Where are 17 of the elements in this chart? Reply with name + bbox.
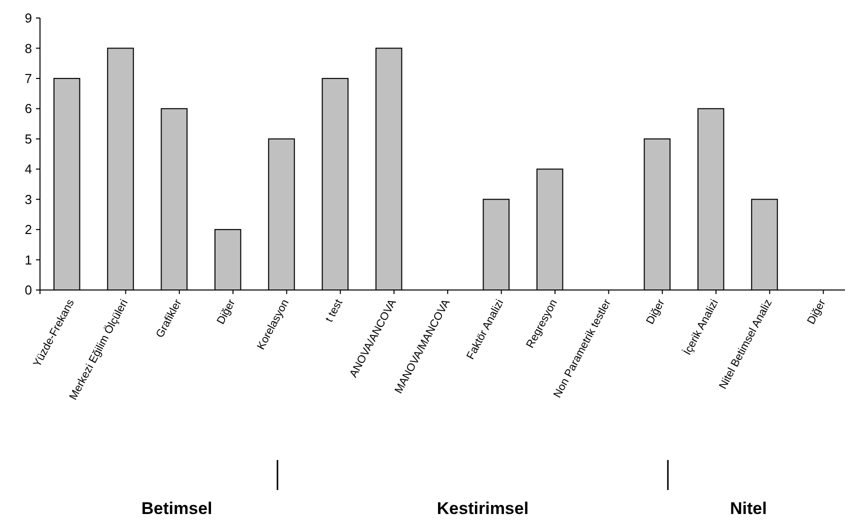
y-tick-label: 4 bbox=[24, 162, 32, 177]
x-tick-label: Diğer bbox=[214, 297, 238, 326]
text: Kestirimsel bbox=[436, 499, 529, 518]
x-tick-label: Diğer bbox=[805, 297, 828, 326]
y-tick-label: 8 bbox=[24, 40, 32, 56]
y-tick-label: 7 bbox=[24, 70, 32, 86]
y-tick-label: 5 bbox=[24, 131, 32, 146]
y-tick-label: 9 bbox=[24, 10, 32, 26]
y-tick-label: 0 bbox=[24, 282, 32, 298]
y-tick-label: 6 bbox=[24, 101, 32, 116]
y-tick-label: 2 bbox=[24, 222, 32, 238]
text: Nitel bbox=[730, 499, 767, 518]
x-tick-label: Diğer bbox=[644, 297, 668, 326]
x-tick-label: t test bbox=[323, 298, 346, 324]
text: Betimsel bbox=[141, 499, 212, 518]
y-tick-label: 1 bbox=[24, 252, 32, 268]
y-tick-label: 3 bbox=[24, 192, 32, 207]
